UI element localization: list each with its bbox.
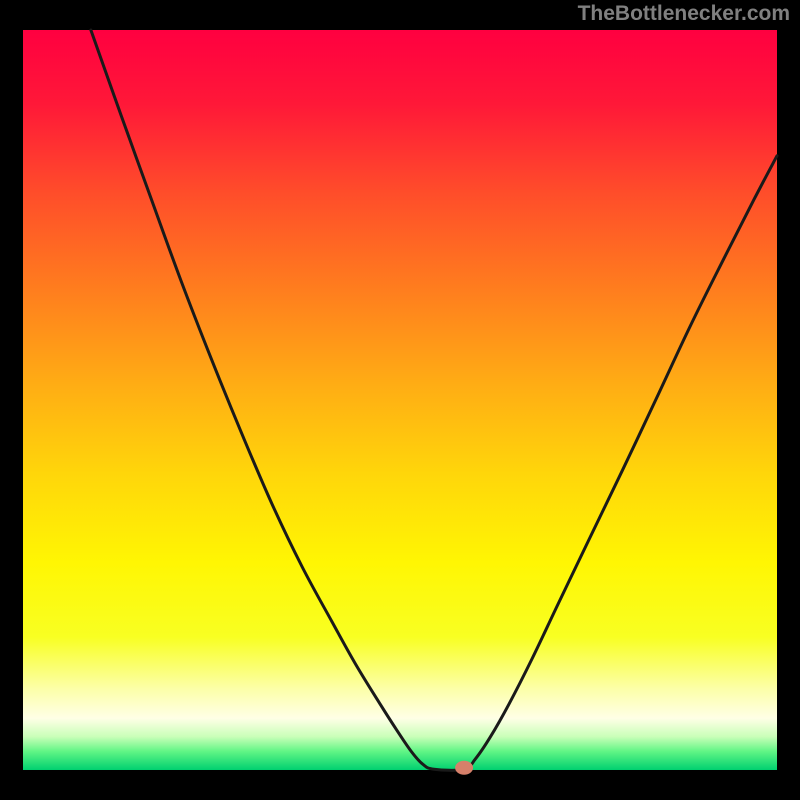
chart-container: TheBottlenecker.com [0,0,800,800]
optimal-marker [455,761,473,775]
plot-background [23,30,777,770]
bottleneck-plot [0,0,800,800]
watermark-label: TheBottlenecker.com [578,2,790,26]
